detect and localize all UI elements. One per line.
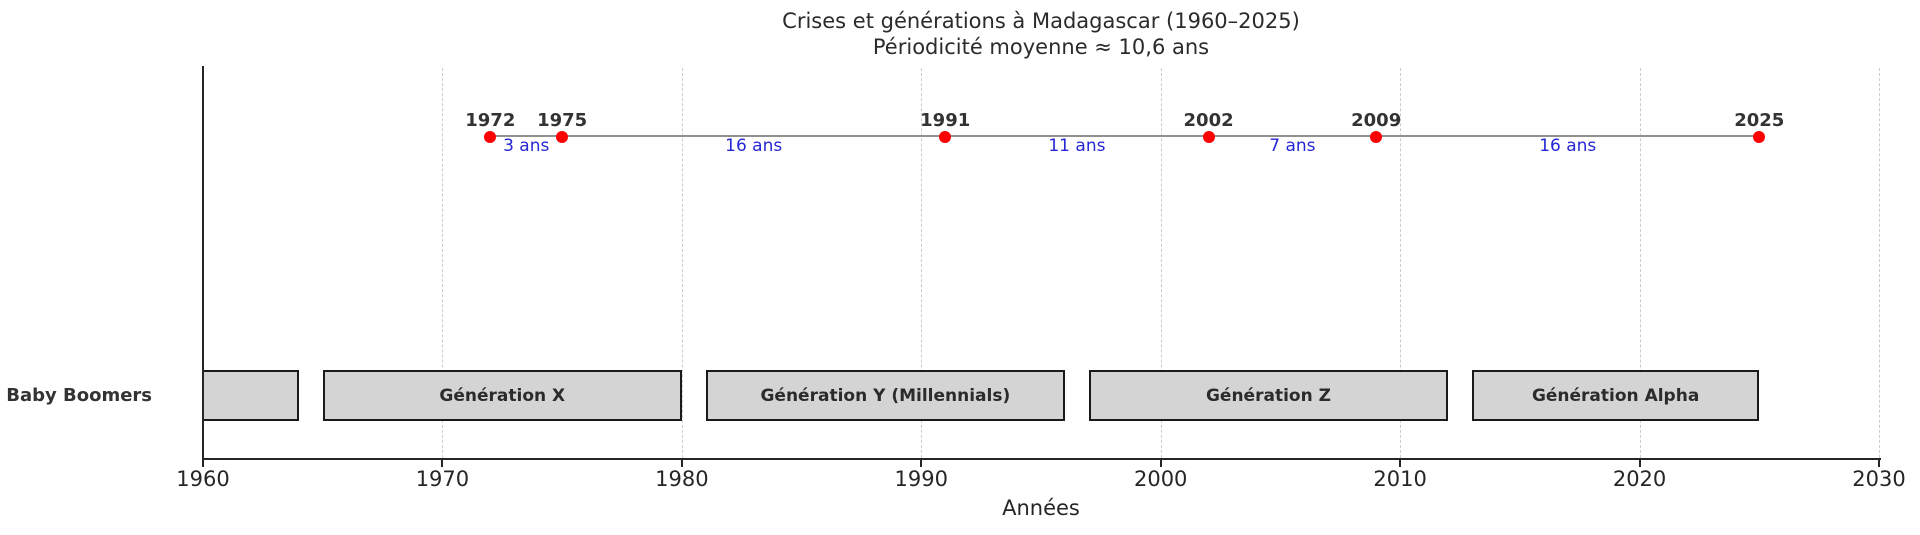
x-axis-tick-label: 2010 [1373, 467, 1427, 491]
interval-gap-label: 3 ans [503, 136, 550, 156]
x-axis-tick-label: 1970 [415, 467, 470, 491]
crisis-point-marker [484, 131, 497, 143]
crisis-point-marker [1370, 131, 1383, 143]
gridline [1400, 68, 1402, 458]
chart-subtitle: Périodicité moyenne ≈ 10,6 ans [872, 35, 1210, 59]
gridline [681, 68, 683, 458]
x-axis-spine [202, 458, 1881, 460]
x-axis-tick-label: 1990 [894, 467, 948, 491]
interval-gap-label: 16 ans [725, 136, 783, 156]
gridline [442, 68, 444, 458]
x-axis-tick [1638, 460, 1641, 467]
crisis-year-label: 2009 [1351, 110, 1402, 131]
gridline [1639, 68, 1641, 458]
x-axis-tick-label: 2020 [1612, 467, 1667, 491]
gridline [1879, 68, 1880, 458]
crisis-year-label: 1972 [465, 110, 516, 131]
generation-bar: Génération X [322, 370, 682, 421]
crisis-point-marker [556, 131, 569, 143]
interval-gap-label: 7 ans [1269, 136, 1316, 156]
interval-gap-label: 11 ans [1048, 136, 1106, 156]
x-axis-tick-label: 2000 [1133, 467, 1188, 491]
crisis-timeline-line [490, 135, 1760, 137]
interval-gap-label: 16 ans [1539, 136, 1597, 156]
x-axis-tick [1399, 460, 1402, 467]
crisis-point-marker [939, 131, 952, 143]
generation-bar [204, 370, 299, 421]
gridline [921, 68, 923, 458]
generation-bar: Génération Y (Millennials) [705, 370, 1065, 421]
chart-title: Crises et générations à Madagascar (1960… [782, 9, 1300, 33]
x-axis-tick [441, 460, 444, 467]
x-axis-tick [920, 460, 923, 467]
generation-row-label: Baby Boomers [6, 385, 152, 406]
crisis-year-label: 1975 [537, 110, 588, 131]
crisis-point-marker [1753, 131, 1766, 143]
x-axis-tick-label: 1960 [176, 467, 230, 491]
x-axis-tick [1159, 460, 1162, 467]
crisis-year-label: 2025 [1734, 110, 1785, 131]
generation-bar: Génération Z [1088, 370, 1449, 421]
y-axis-spine [202, 66, 204, 460]
x-axis-tick [680, 460, 683, 467]
x-axis-tick-label: 2030 [1852, 467, 1906, 491]
gridline [1160, 68, 1162, 458]
crisis-year-label: 2002 [1183, 110, 1234, 131]
x-axis-tick [202, 460, 204, 467]
crisis-year-label: 1991 [920, 110, 971, 131]
x-axis-tick-label: 1980 [655, 467, 709, 491]
chart-title-block: Crises et générations à Madagascar (1960… [203, 8, 1879, 60]
crisis-point-marker [1202, 131, 1215, 143]
x-axis-title: Années [1002, 496, 1080, 520]
generation-bar: Génération Alpha [1471, 370, 1760, 421]
x-axis-tick [1878, 460, 1880, 467]
